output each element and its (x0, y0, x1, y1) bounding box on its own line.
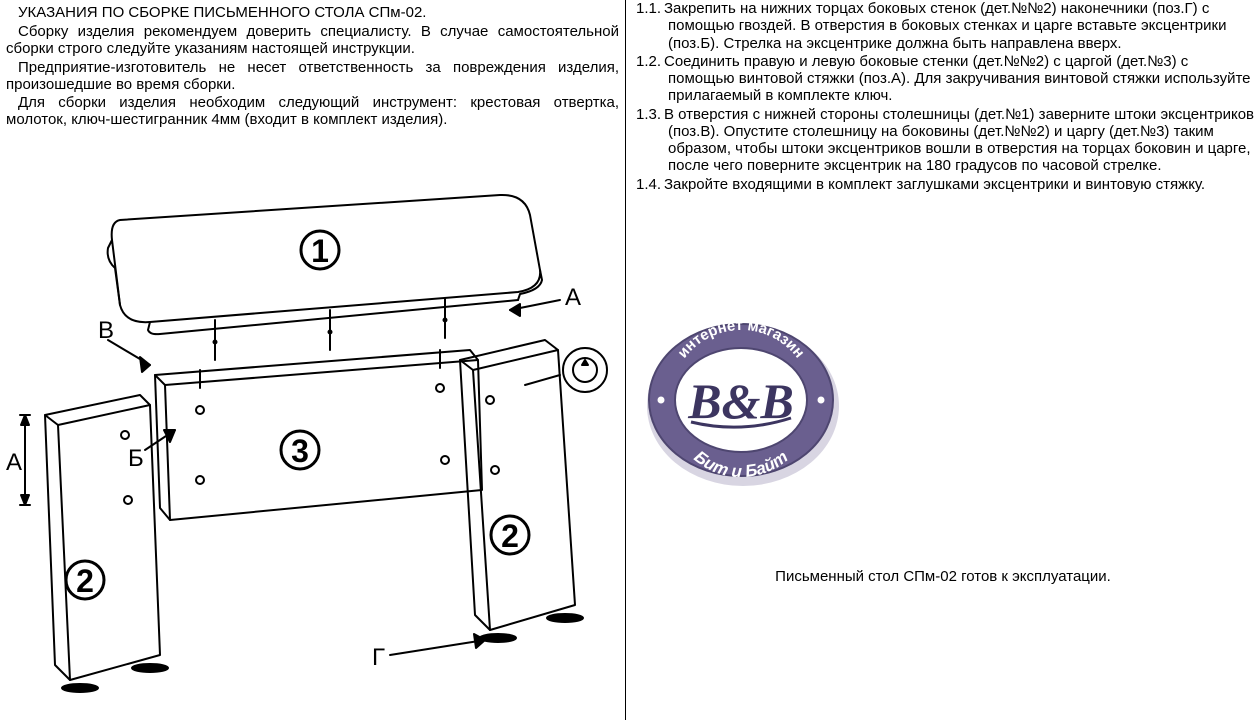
callout-a-left: A (6, 449, 22, 476)
intro-para-2: Предприятие-изготовитель не несет ответс… (6, 59, 619, 94)
shop-logo: интернет магазин Бит и Байт B&B (631, 310, 851, 490)
callout-v: В (98, 317, 114, 344)
step-1-4: 1.4.Закройте входящими в комплект заглуш… (636, 176, 1256, 193)
part-label-1: 1 (311, 233, 329, 269)
step-1-3: 1.3.В отверстия с нижней стороны столешн… (636, 106, 1256, 175)
part-label-3: 3 (291, 433, 309, 469)
step-1-1: 1.1.Закрепить на нижних торцах боковых с… (636, 0, 1256, 52)
callout-a-right: А (565, 284, 581, 311)
part-label-2l: 2 (76, 563, 94, 599)
intro-para-1: Сборку изделия рекомендуем доверить спец… (6, 23, 619, 58)
part-label-2r: 2 (501, 518, 519, 554)
callout-g: Г (372, 644, 385, 671)
intro-para-3: Для сборки изделия необходим следующий и… (6, 94, 619, 129)
step-1-2: 1.2.Соединить правую и левую боковые сте… (636, 53, 1256, 105)
doc-title: УКАЗАНИЯ ПО СБОРКЕ ПИСЬМЕННОГО СТОЛА СПм… (6, 4, 619, 21)
assembly-diagram: 1 3 2 2 В А A Б Г (0, 160, 626, 715)
final-text: Письменный стол СПм-02 готов к эксплуата… (626, 568, 1260, 585)
right-column: 1.1.Закрепить на нижних торцах боковых с… (626, 0, 1260, 720)
left-column: УКАЗАНИЯ ПО СБОРКЕ ПИСЬМЕННОГО СТОЛА СПм… (0, 0, 626, 720)
callout-b: Б (128, 445, 144, 472)
